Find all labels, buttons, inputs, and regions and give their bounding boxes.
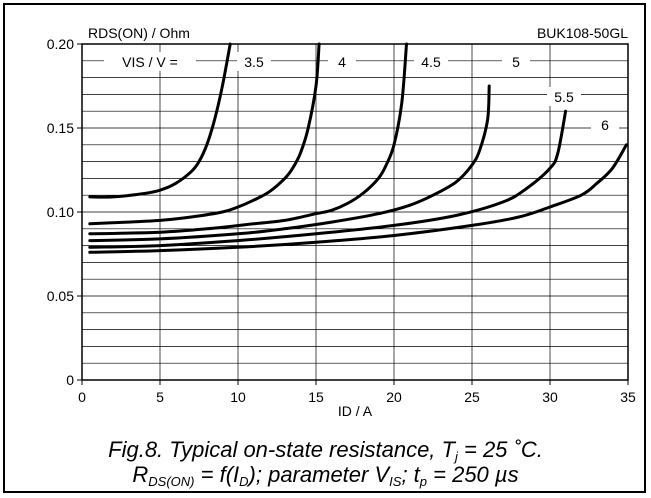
grid bbox=[82, 44, 628, 380]
x-tick-label: 30 bbox=[542, 389, 558, 405]
series-label: 6 bbox=[601, 117, 609, 133]
y-tick-label: 0.20 bbox=[47, 36, 74, 52]
y-tick-label: 0.15 bbox=[47, 120, 74, 136]
device-name: BUK108-50GL bbox=[537, 25, 628, 41]
x-tick-labels: 0 5 10 15 20 25 30 35 bbox=[78, 380, 636, 405]
series-label: 4 bbox=[338, 54, 346, 70]
series-label: 5.5 bbox=[554, 89, 574, 105]
y-tick-label: 0 bbox=[66, 372, 74, 388]
series-label: 3.5 bbox=[244, 54, 264, 70]
series-line-vis-5.5 bbox=[88, 109, 568, 249]
series-line-vis-5 bbox=[88, 84, 491, 243]
y-tick-label: 0.10 bbox=[47, 204, 74, 220]
x-tick-label: 25 bbox=[464, 389, 480, 405]
series-label-bg bbox=[104, 52, 196, 71]
parameter-label: VIS / V = bbox=[122, 54, 178, 70]
series-label-bg bbox=[502, 52, 530, 71]
series-label-bg bbox=[591, 115, 619, 134]
y-axis-label: RDS(ON) / Ohm bbox=[88, 25, 190, 41]
x-tick-label: 20 bbox=[386, 389, 402, 405]
figure-frame bbox=[3, 3, 646, 493]
series-line-vis-4 bbox=[88, 42, 321, 226]
series-labels: VIS / V = 3.5 4 4.5 5 5.5 6 bbox=[104, 52, 619, 134]
series-label: 4.5 bbox=[421, 54, 441, 70]
series-label-bg bbox=[328, 52, 356, 71]
series-group bbox=[88, 42, 628, 254]
series-line-vis-4.5 bbox=[88, 42, 408, 236]
x-tick-label: 0 bbox=[78, 389, 86, 405]
y-tick-label: 0.05 bbox=[47, 288, 74, 304]
series-label-bg bbox=[547, 87, 581, 106]
series-line-vis-6 bbox=[88, 143, 628, 254]
caption-line-2: RDS(ON) = f(ID); parameter VIS; tp = 250… bbox=[132, 462, 519, 490]
x-tick-label: 15 bbox=[308, 389, 324, 405]
x-tick-label: 35 bbox=[620, 389, 636, 405]
x-tick-label: 10 bbox=[230, 389, 246, 405]
series-label: 5 bbox=[512, 54, 520, 70]
x-tick-label: 5 bbox=[156, 389, 164, 405]
x-axis-label: ID / A bbox=[338, 403, 373, 419]
series-label-bg bbox=[414, 52, 448, 71]
series-label-bg bbox=[237, 52, 271, 71]
y-tick-labels: 0 0.05 0.10 0.15 0.20 bbox=[47, 36, 82, 388]
series-line-vis-3.5 bbox=[88, 42, 232, 199]
caption-line-1: Fig.8. Typical on-state resistance, Tj =… bbox=[108, 437, 543, 465]
